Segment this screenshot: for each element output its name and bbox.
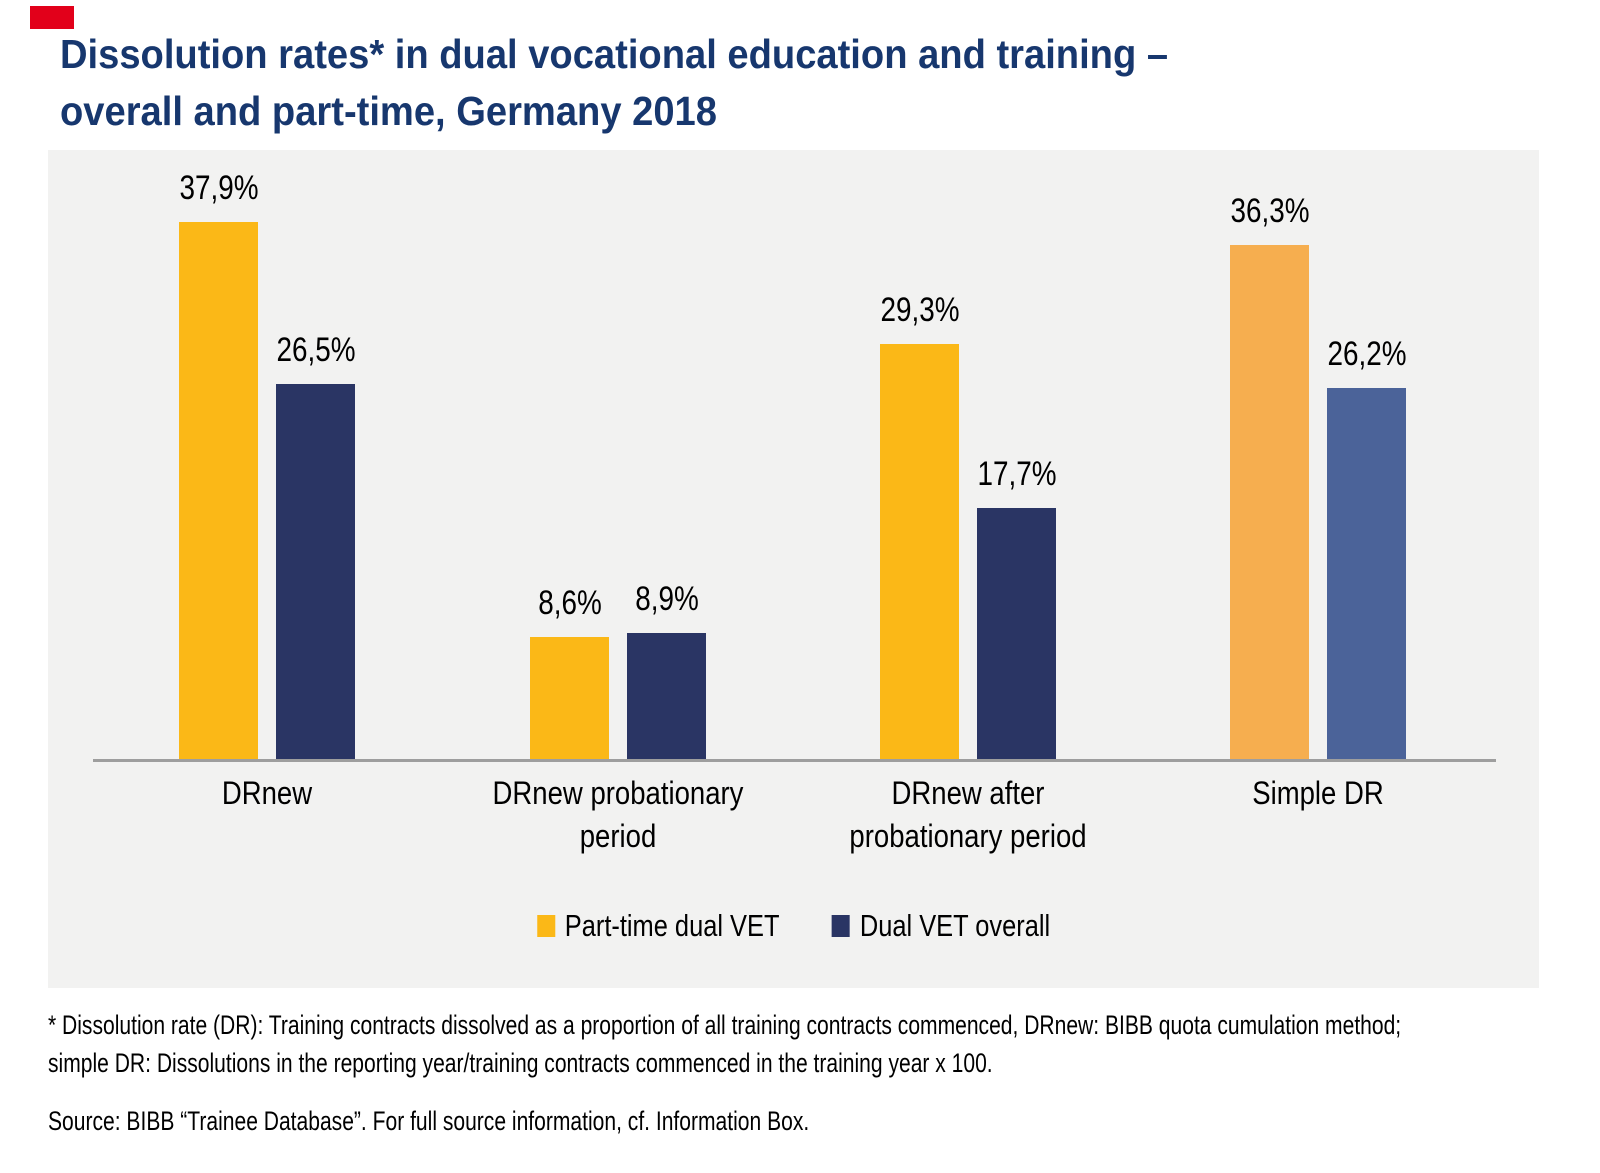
chart-title-line-1: Dissolution rates* in dual vocational ed… <box>60 31 1169 77</box>
bar <box>530 637 609 759</box>
category-label: Simple DR <box>1180 772 1455 815</box>
legend-item: Part-time dual VET <box>536 908 780 944</box>
footnote-line-1: * Dissolution rate (DR): Training contra… <box>48 1010 1402 1040</box>
category-label-line: Simple DR <box>1252 775 1384 811</box>
chart-panel: 37,9% 26,5% DRnew 8,6% 8,9% DRnew probationar… <box>48 150 1539 988</box>
chart-title-line-2: overall and part-time, Germany 2018 <box>60 88 717 134</box>
category-label: DRnew after probationary period <box>830 772 1105 858</box>
source-note: Source: BIBB “Trainee Database”. For ful… <box>48 1106 810 1136</box>
footnote-line-2: simple DR: Dissolutions in the reporting… <box>48 1048 993 1078</box>
value-label: 26,2% <box>1326 335 1407 373</box>
footnote: * Dissolution rate (DR): Training contra… <box>48 1006 1600 1082</box>
legend-label: Dual VET overall <box>859 908 1051 943</box>
value-label: 37,9% <box>178 169 259 207</box>
value-label: 26,5% <box>275 331 356 369</box>
legend-swatch-icon <box>536 915 555 937</box>
legend: Part-time dual VET Dual VET overall <box>182 908 1405 944</box>
value-label: 8,6% <box>537 584 602 622</box>
value-label: 8,9% <box>634 580 699 618</box>
category-label: DRnew probationary period <box>480 772 755 858</box>
x-axis-line <box>93 759 1496 762</box>
bar <box>880 344 959 759</box>
category-label-line: period <box>579 818 657 854</box>
bar <box>179 222 258 759</box>
legend-label: Part-time dual VET <box>564 908 780 943</box>
bar <box>1230 245 1309 759</box>
bar <box>276 384 355 759</box>
bar <box>627 633 706 759</box>
category-label: DRnew <box>129 772 404 815</box>
category-label-line: DRnew <box>221 775 313 811</box>
plot-area: 37,9% 26,5% DRnew 8,6% 8,9% DRnew probationar… <box>48 150 1539 988</box>
legend-swatch-icon <box>831 915 851 937</box>
value-label: 29,3% <box>879 291 960 329</box>
bar <box>977 508 1056 759</box>
value-label: 17,7% <box>976 455 1057 493</box>
chart-title: Dissolution rates* in dual vocational ed… <box>60 26 1168 140</box>
category-label-line: DRnew probationary <box>492 775 744 811</box>
category-label-line: DRnew after <box>891 775 1045 811</box>
category-label-line: probationary period <box>849 818 1087 854</box>
bar <box>1327 388 1406 759</box>
red-corner-mark <box>30 6 74 29</box>
legend-item: Dual VET overall <box>831 908 1051 944</box>
value-label: 36,3% <box>1229 192 1310 230</box>
